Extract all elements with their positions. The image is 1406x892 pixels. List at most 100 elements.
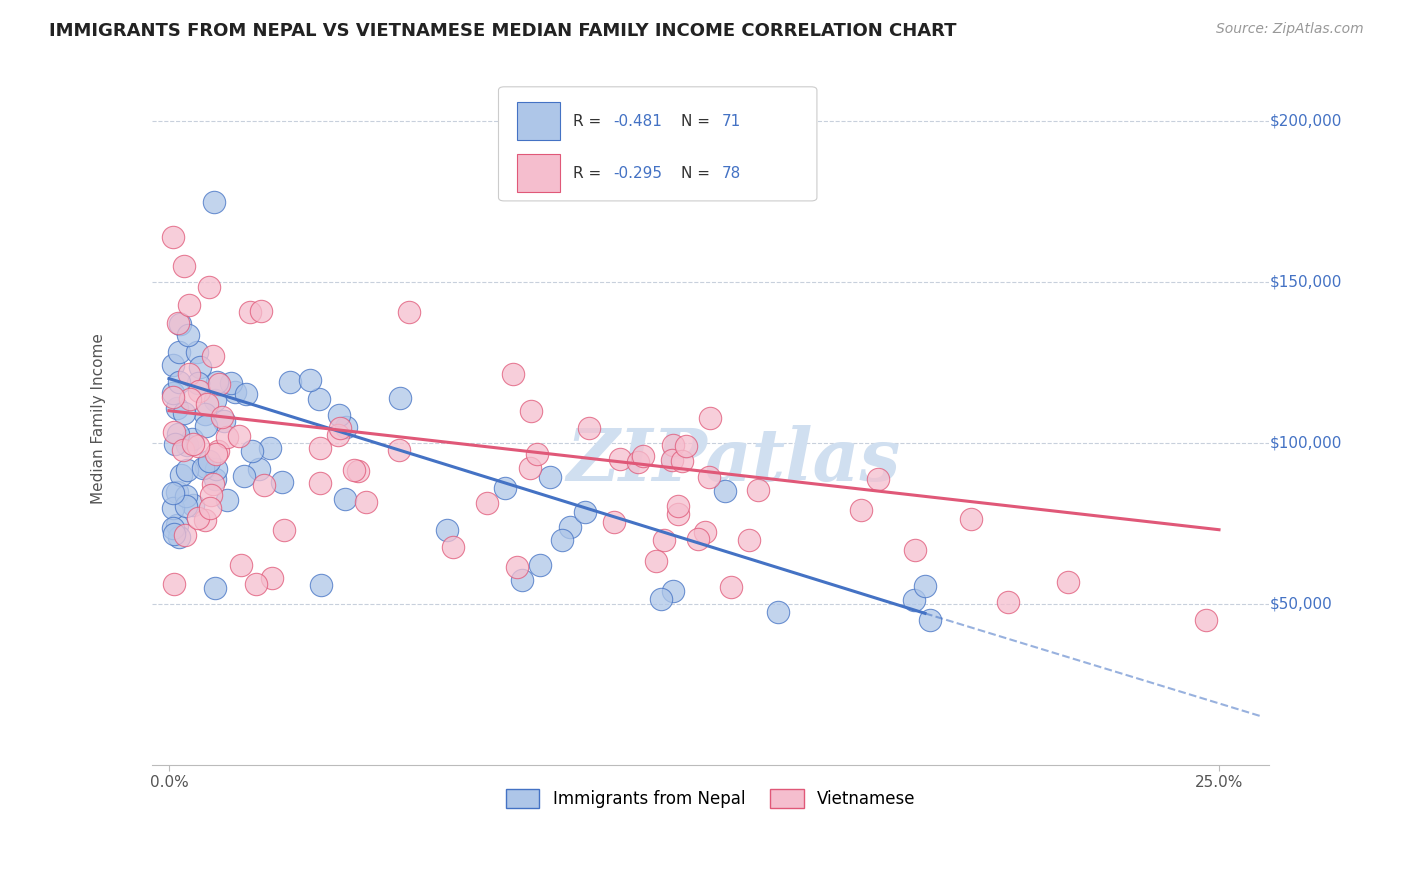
Text: 71: 71	[721, 114, 741, 128]
Point	[475, 496, 498, 510]
Point	[188, 360, 211, 375]
Point	[194, 407, 217, 421]
Point	[650, 591, 672, 606]
Point	[167, 427, 190, 442]
Point	[186, 345, 208, 359]
Point	[675, 440, 697, 454]
Text: R =: R =	[574, 114, 606, 128]
Text: $100,000: $100,000	[1270, 435, 1341, 450]
Point	[201, 349, 224, 363]
Point	[247, 462, 270, 476]
Point	[174, 528, 197, 542]
Point	[529, 558, 551, 573]
Point	[666, 499, 689, 513]
Point	[326, 427, 349, 442]
FancyBboxPatch shape	[517, 154, 560, 193]
Point	[179, 392, 201, 406]
Point	[205, 462, 228, 476]
Point	[918, 613, 941, 627]
Point	[253, 478, 276, 492]
Text: Median Family Income: Median Family Income	[91, 334, 105, 504]
Point	[162, 486, 184, 500]
Point	[204, 581, 226, 595]
Point	[194, 418, 217, 433]
FancyBboxPatch shape	[499, 87, 817, 201]
Point	[198, 500, 221, 515]
Point	[578, 421, 600, 435]
Point	[502, 367, 524, 381]
Point	[713, 483, 735, 498]
Point	[167, 530, 190, 544]
Point	[202, 194, 225, 209]
Point	[260, 571, 283, 585]
Point	[574, 505, 596, 519]
Text: ZIPatlas: ZIPatlas	[567, 425, 900, 496]
Point	[333, 491, 356, 506]
Point	[181, 436, 204, 450]
Point	[197, 279, 219, 293]
Point	[170, 467, 193, 482]
Point	[250, 303, 273, 318]
Point	[207, 444, 229, 458]
Point	[519, 461, 541, 475]
Text: $200,000: $200,000	[1270, 113, 1341, 128]
Point	[194, 512, 217, 526]
Point	[697, 469, 720, 483]
Point	[259, 442, 281, 456]
Point	[198, 454, 221, 468]
Text: -0.295: -0.295	[613, 166, 662, 181]
Point	[233, 468, 256, 483]
Point	[903, 592, 925, 607]
Point	[398, 305, 420, 319]
Point	[211, 409, 233, 424]
Point	[204, 472, 226, 486]
Point	[162, 358, 184, 372]
Point	[215, 493, 238, 508]
Point	[609, 452, 631, 467]
Point	[212, 414, 235, 428]
Point	[343, 463, 366, 477]
Text: R =: R =	[574, 166, 606, 181]
Point	[699, 411, 721, 425]
Point	[174, 489, 197, 503]
Point	[766, 605, 789, 619]
FancyBboxPatch shape	[517, 103, 560, 140]
Point	[551, 533, 574, 548]
Point	[538, 469, 561, 483]
Point	[162, 391, 184, 405]
Point	[195, 397, 218, 411]
Point	[166, 484, 188, 499]
Point	[627, 455, 650, 469]
Point	[204, 447, 226, 461]
Point	[176, 499, 198, 513]
Text: 78: 78	[721, 166, 741, 181]
Point	[354, 495, 377, 509]
Point	[329, 421, 352, 435]
Point	[520, 404, 543, 418]
Point	[436, 523, 458, 537]
Point	[163, 577, 186, 591]
Text: N =: N =	[681, 166, 714, 181]
Point	[239, 305, 262, 319]
Point	[235, 387, 257, 401]
Point	[162, 385, 184, 400]
Point	[195, 460, 218, 475]
Point	[1195, 613, 1218, 627]
Point	[526, 447, 548, 461]
Point	[224, 385, 246, 400]
Point	[193, 460, 215, 475]
Point	[273, 523, 295, 537]
Point	[997, 594, 1019, 608]
Point	[309, 441, 332, 455]
Text: $50,000: $50,000	[1270, 596, 1331, 611]
Point	[914, 579, 936, 593]
Point	[169, 318, 191, 332]
Point	[441, 540, 464, 554]
Point	[388, 391, 411, 405]
Text: N =: N =	[681, 114, 714, 128]
Point	[271, 475, 294, 490]
Point	[166, 401, 188, 416]
Point	[215, 430, 238, 444]
Point	[187, 439, 209, 453]
Point	[228, 429, 250, 443]
